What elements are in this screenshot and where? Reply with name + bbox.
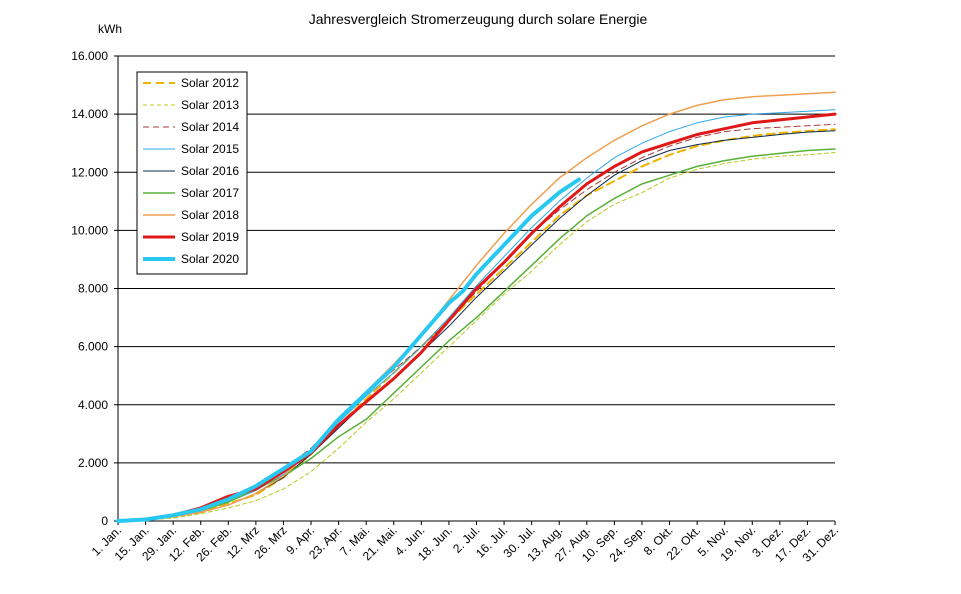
y-tick-label: 16.000 [71,49,108,63]
series-lines [116,91,837,523]
y-tick-label: 6.000 [78,340,108,354]
legend-label: Solar 2018 [181,208,239,222]
legend-label: Solar 2014 [181,120,239,134]
series-line-solar-2017 [117,148,836,522]
x-axis-ticks: 1. Jan.15. Jan.29. Jan.12. Feb.26. Feb.1… [89,521,841,565]
legend-label: Solar 2020 [181,252,239,266]
legend-label: Solar 2015 [181,142,239,156]
series-line-solar-2020 [116,177,581,523]
y-tick-label: 14.000 [71,107,108,121]
y-tick-label: 8.000 [78,282,108,296]
y-tick-label: 12.000 [71,165,108,179]
legend: Solar 2012 Solar 2013 Solar 2014 Solar 2015… [136,71,248,275]
y-tick-label: 2.000 [78,456,108,470]
y-axis-ticks: 0 2.000 4.000 6.000 8.000 10.000 12.000 14.000 1… [71,49,118,528]
series-line-solar-2013 [117,152,836,522]
series-line-solar-2018 [117,91,836,522]
legend-label: Solar 2017 [181,186,239,200]
y-tick-label: 10.000 [71,223,108,237]
legend-label: Solar 2012 [181,76,239,90]
y-tick-label: 4.000 [78,398,108,412]
legend-label: Solar 2016 [181,164,239,178]
legend-box [136,71,248,275]
chart-title: Jahresvergleich Stromerzeugung durch sol… [309,11,648,27]
legend-label: Solar 2013 [181,98,239,112]
y-tick-label: 0 [101,514,108,528]
legend-label: Solar 2019 [181,230,239,244]
y-axis-label: kWh [98,22,122,36]
